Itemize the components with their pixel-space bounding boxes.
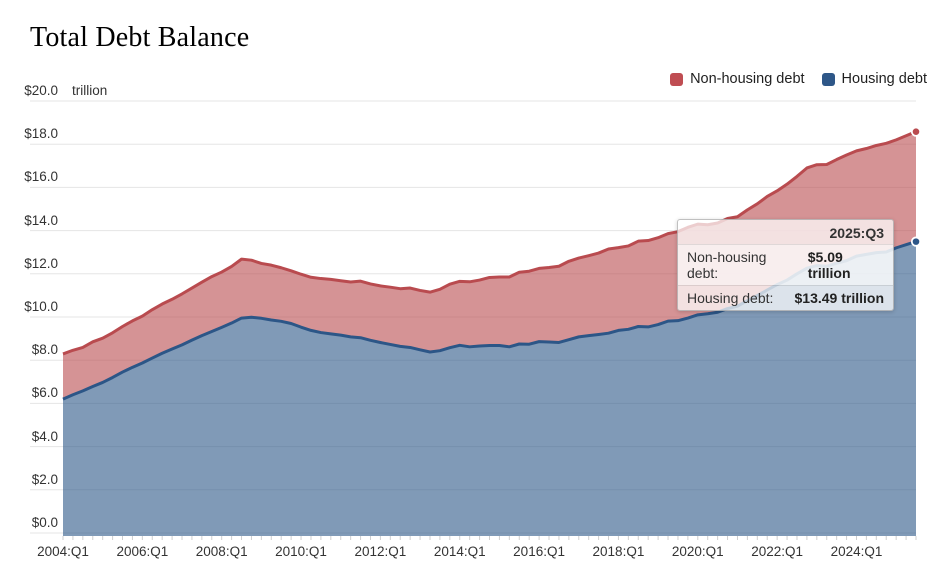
total-debt-line (62, 130, 917, 356)
y-axis-tick-label: $14.0 (24, 212, 58, 228)
nonhousing-debt-swatch-icon (670, 72, 684, 86)
x-axis-tick-label: 2008:Q1 (195, 544, 248, 559)
x-axis-tick-label: 2024:Q1 (830, 544, 883, 559)
y-axis-tick-label: $4.0 (31, 428, 58, 444)
total-endpoint-marker (910, 126, 922, 137)
y-axis-tick-label: $12.0 (24, 255, 58, 271)
y-axis-tick-label: $20.0 (24, 83, 58, 98)
x-axis-tick-label: 2018:Q1 (592, 544, 645, 559)
x-axis-tick-label: 2010:Q1 (275, 544, 327, 559)
hover-tooltip: 2025:Q3 Non-housing debt: $5.09 trillion… (677, 219, 894, 311)
tooltip-value: $5.09 trillion (807, 249, 851, 281)
tooltip-period: 2025:Q3 (829, 225, 884, 241)
x-axis-tick-label: 2012:Q1 (354, 544, 407, 559)
y-axis-tick-label: $0.0 (31, 515, 58, 530)
housing-debt-swatch-icon (821, 72, 835, 86)
y-axis-tick-label: $2.0 (31, 471, 58, 487)
x-axis-tick-label: 2014:Q1 (433, 544, 486, 559)
housing-endpoint-marker (910, 236, 922, 247)
x-axis-tick-label: 2006:Q1 (116, 544, 169, 559)
y-axis-tick-label: $18.0 (24, 126, 58, 142)
tooltip-value: $13.49 trillion (794, 290, 884, 306)
chart-legend: Non-housing debt Housing debt (670, 71, 927, 87)
legend-label: Housing debt (841, 71, 927, 87)
x-axis-tick-label: 2016:Q1 (513, 544, 565, 559)
y-axis-tick-label: $10.0 (24, 299, 58, 314)
legend-item-nonhousing-debt[interactable]: Non-housing debt (670, 71, 805, 87)
tooltip-row-housing: Housing debt: $13.49 trillion (678, 285, 893, 310)
y-axis-unit-label: trillion (72, 83, 108, 98)
tooltip-label: Housing debt: (687, 290, 774, 306)
y-axis-tick-label: $8.0 (31, 342, 58, 358)
tooltip-row-nonhousing: Non-housing debt: $5.09 trillion (678, 244, 893, 285)
tooltip-label: Non-housing debt: (687, 249, 767, 281)
x-axis-tick-label: 2022:Q1 (751, 544, 804, 559)
page-title: Total Debt Balance (30, 22, 250, 53)
y-axis-tick-label: $16.0 (24, 169, 58, 185)
legend-label: Non-housing debt (690, 71, 805, 87)
x-axis-tick-label: 2020:Q1 (671, 544, 724, 559)
legend-item-housing-debt[interactable]: Housing debt (821, 71, 927, 87)
y-axis-tick-label: $6.0 (31, 385, 58, 401)
x-axis-tick-label: 2004:Q1 (37, 544, 89, 559)
